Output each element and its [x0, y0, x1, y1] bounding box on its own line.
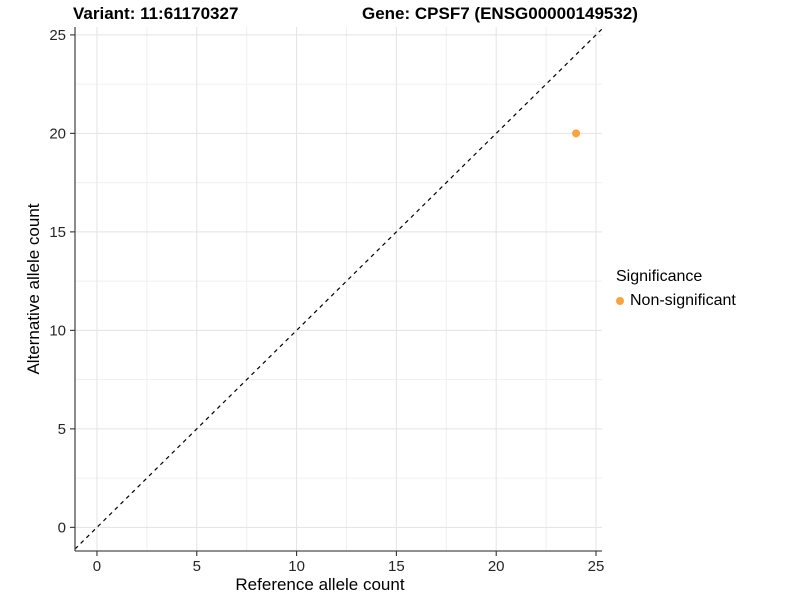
x-tick-label: 10: [288, 558, 305, 575]
legend-item-non-significant: Non-significant: [616, 292, 736, 310]
identity-line: [74, 28, 603, 550]
legend-title: Significance: [616, 268, 703, 285]
legend: Significance Non-significant: [616, 268, 736, 310]
y-tick-label: 0: [58, 519, 66, 536]
y-axis-label: Alternative allele count: [24, 203, 43, 375]
x-tick-label: 15: [388, 558, 405, 575]
y-tick-label: 15: [49, 224, 66, 241]
data-point: [572, 129, 581, 138]
x-tick-label: 20: [488, 558, 505, 575]
y-tick-label: 10: [49, 322, 66, 339]
y-tick-label: 5: [58, 421, 66, 438]
grid-major: [75, 27, 602, 551]
grid-minor: [75, 27, 602, 551]
legend-dot-icon: [616, 297, 624, 305]
x-tick-label: 5: [193, 558, 201, 575]
y-tick-label: 25: [49, 27, 66, 44]
plot-title-gene: Gene: CPSF7 (ENSG00000149532): [362, 4, 638, 23]
plot-title-variant: Variant: 11:61170327: [73, 4, 239, 23]
x-axis-label: Reference allele count: [235, 575, 405, 594]
y-tick-label: 20: [49, 125, 66, 142]
x-tick-label: 25: [588, 558, 605, 575]
x-tick-label: 0: [93, 558, 101, 575]
legend-item-label: Non-significant: [630, 292, 736, 309]
